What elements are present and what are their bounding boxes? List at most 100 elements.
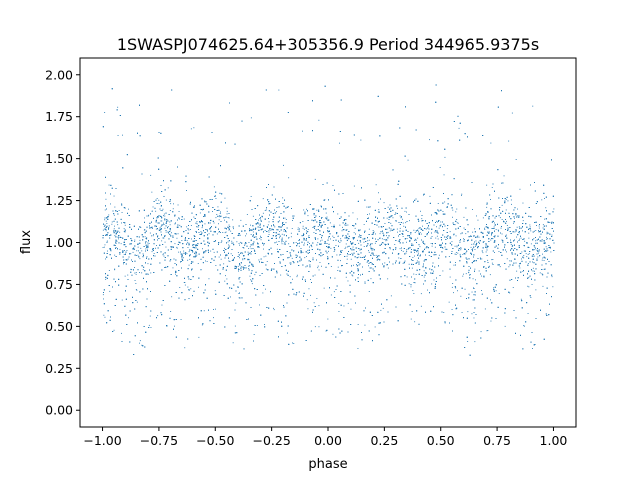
data-point bbox=[276, 211, 277, 213]
data-point bbox=[139, 272, 140, 273]
data-point bbox=[203, 310, 205, 312]
data-point bbox=[473, 236, 475, 237]
data-point bbox=[121, 212, 123, 213]
data-point bbox=[366, 261, 368, 263]
data-point bbox=[538, 251, 540, 253]
data-point bbox=[161, 220, 163, 222]
data-point bbox=[105, 230, 107, 232]
data-point bbox=[267, 224, 269, 226]
data-point bbox=[470, 274, 471, 276]
data-point bbox=[351, 244, 353, 245]
data-point bbox=[485, 214, 487, 216]
data-point bbox=[398, 253, 399, 254]
data-point bbox=[340, 238, 342, 240]
data-point bbox=[151, 251, 153, 253]
data-point bbox=[437, 203, 439, 204]
data-point bbox=[378, 275, 380, 276]
data-point bbox=[227, 217, 229, 218]
data-point bbox=[443, 312, 445, 313]
data-point bbox=[404, 262, 405, 264]
data-point bbox=[111, 223, 113, 225]
data-point bbox=[281, 241, 283, 243]
data-point bbox=[223, 263, 225, 265]
data-point bbox=[239, 241, 241, 243]
data-point bbox=[535, 247, 536, 249]
data-point bbox=[131, 269, 133, 271]
data-point bbox=[151, 210, 153, 212]
data-point bbox=[460, 249, 462, 251]
data-point bbox=[190, 229, 191, 230]
data-point bbox=[247, 251, 249, 253]
data-point bbox=[281, 243, 283, 245]
data-point bbox=[535, 289, 537, 291]
data-point bbox=[356, 247, 358, 249]
data-point bbox=[528, 232, 530, 234]
data-point bbox=[231, 260, 233, 261]
data-point bbox=[402, 250, 404, 252]
data-point bbox=[302, 130, 303, 132]
data-point bbox=[153, 253, 155, 254]
data-point bbox=[144, 236, 146, 238]
data-point bbox=[518, 232, 520, 234]
data-point bbox=[356, 218, 358, 220]
data-point bbox=[268, 231, 270, 233]
data-point bbox=[402, 218, 403, 220]
data-point bbox=[199, 221, 201, 223]
data-point bbox=[349, 236, 350, 237]
data-point bbox=[486, 206, 488, 208]
data-point bbox=[508, 266, 510, 268]
data-point bbox=[527, 254, 529, 255]
data-point bbox=[371, 247, 373, 249]
data-point bbox=[410, 318, 412, 320]
data-point bbox=[263, 248, 264, 250]
data-point bbox=[418, 261, 420, 263]
data-point bbox=[307, 249, 309, 251]
data-point bbox=[300, 250, 302, 252]
data-point bbox=[351, 252, 353, 254]
data-point bbox=[539, 272, 541, 274]
data-point bbox=[205, 250, 207, 251]
data-point bbox=[545, 207, 547, 209]
data-point bbox=[308, 235, 310, 237]
data-point bbox=[290, 262, 292, 264]
data-point bbox=[464, 288, 466, 290]
data-point bbox=[265, 255, 267, 257]
data-point bbox=[455, 254, 457, 255]
data-point bbox=[463, 273, 464, 275]
data-point bbox=[238, 297, 240, 299]
data-point bbox=[409, 220, 410, 222]
data-point bbox=[234, 325, 236, 327]
data-point bbox=[369, 244, 371, 246]
data-point bbox=[406, 251, 408, 252]
data-point bbox=[538, 225, 540, 227]
data-point bbox=[250, 279, 252, 281]
data-point bbox=[534, 270, 535, 272]
data-point bbox=[135, 289, 137, 290]
data-point bbox=[184, 284, 186, 286]
data-point bbox=[416, 260, 418, 262]
data-point bbox=[419, 232, 421, 233]
data-point bbox=[344, 224, 346, 226]
data-point bbox=[546, 236, 547, 238]
data-point bbox=[475, 245, 476, 247]
data-point bbox=[310, 294, 311, 296]
data-point bbox=[114, 225, 115, 227]
data-point bbox=[319, 262, 321, 263]
data-point bbox=[487, 330, 489, 331]
chart-title: 1SWASPJ074625.64+305356.9 Period 344965.… bbox=[117, 35, 539, 54]
data-point bbox=[321, 218, 322, 219]
data-point bbox=[505, 199, 507, 200]
data-point bbox=[187, 247, 189, 248]
data-point bbox=[137, 254, 139, 256]
data-point bbox=[483, 241, 485, 242]
data-point bbox=[504, 325, 506, 327]
data-point bbox=[103, 228, 105, 230]
data-point bbox=[225, 231, 227, 233]
data-point bbox=[213, 251, 215, 253]
data-point bbox=[141, 344, 143, 346]
data-point bbox=[333, 251, 335, 252]
data-point bbox=[130, 253, 132, 255]
data-point bbox=[292, 342, 293, 344]
data-point bbox=[317, 265, 319, 267]
data-point bbox=[452, 216, 453, 218]
